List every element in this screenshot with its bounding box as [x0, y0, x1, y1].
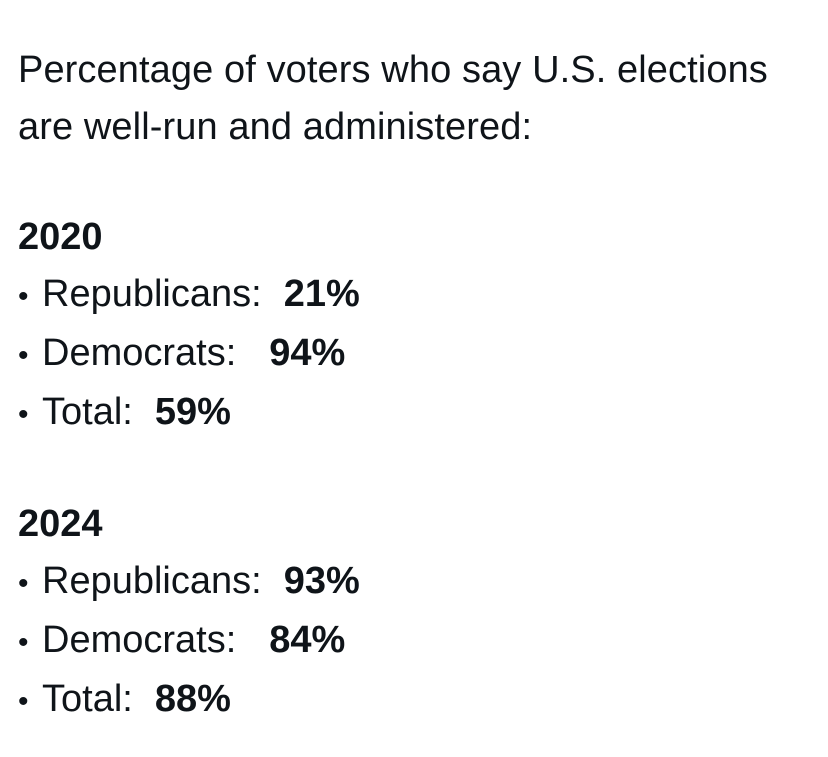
year-heading: 2020 — [18, 216, 103, 258]
section-2020: 2020 • Republicans: 21% • Democrats: 94%… — [18, 209, 808, 443]
bullet-icon: • — [18, 339, 29, 372]
stat-value: 93% — [283, 560, 360, 602]
stat-value: 84% — [269, 619, 346, 661]
stat-list: • Republicans: 93% • Democrats: 84% • To… — [18, 553, 808, 730]
stat-value: 21% — [283, 273, 360, 315]
stat-row-democrats: • Democrats: 94% — [18, 325, 808, 384]
stat-row-total: • Total: 88% — [18, 671, 808, 730]
stat-row-republicans: • Republicans: 21% — [18, 266, 808, 325]
stat-label: Republicans: — [42, 560, 262, 602]
post-text: Percentage of voters who say U.S. electi… — [18, 42, 808, 730]
stat-row-total: • Total: 59% — [18, 384, 808, 443]
stat-value: 59% — [154, 391, 231, 433]
bullet-icon: • — [18, 567, 29, 600]
stat-value: 88% — [154, 678, 231, 720]
stat-label: Total: — [42, 678, 133, 720]
stat-label: Democrats: — [42, 619, 237, 661]
stat-list: • Republicans: 21% • Democrats: 94% • To… — [18, 266, 808, 443]
stat-label: Republicans: — [42, 273, 262, 315]
stat-label: Total: — [42, 391, 133, 433]
stat-value: 94% — [269, 332, 346, 374]
year-heading: 2024 — [18, 503, 103, 545]
bullet-icon: • — [18, 280, 29, 313]
bullet-icon: • — [18, 685, 29, 718]
stat-row-republicans: • Republicans: 93% — [18, 553, 808, 612]
post-headline: Percentage of voters who say U.S. electi… — [18, 49, 768, 148]
section-2024: 2024 • Republicans: 93% • Democrats: 84%… — [18, 496, 808, 730]
stat-row-democrats: • Democrats: 84% — [18, 612, 808, 671]
bullet-icon: • — [18, 398, 29, 431]
stat-label: Democrats: — [42, 332, 237, 374]
bullet-icon: • — [18, 626, 29, 659]
